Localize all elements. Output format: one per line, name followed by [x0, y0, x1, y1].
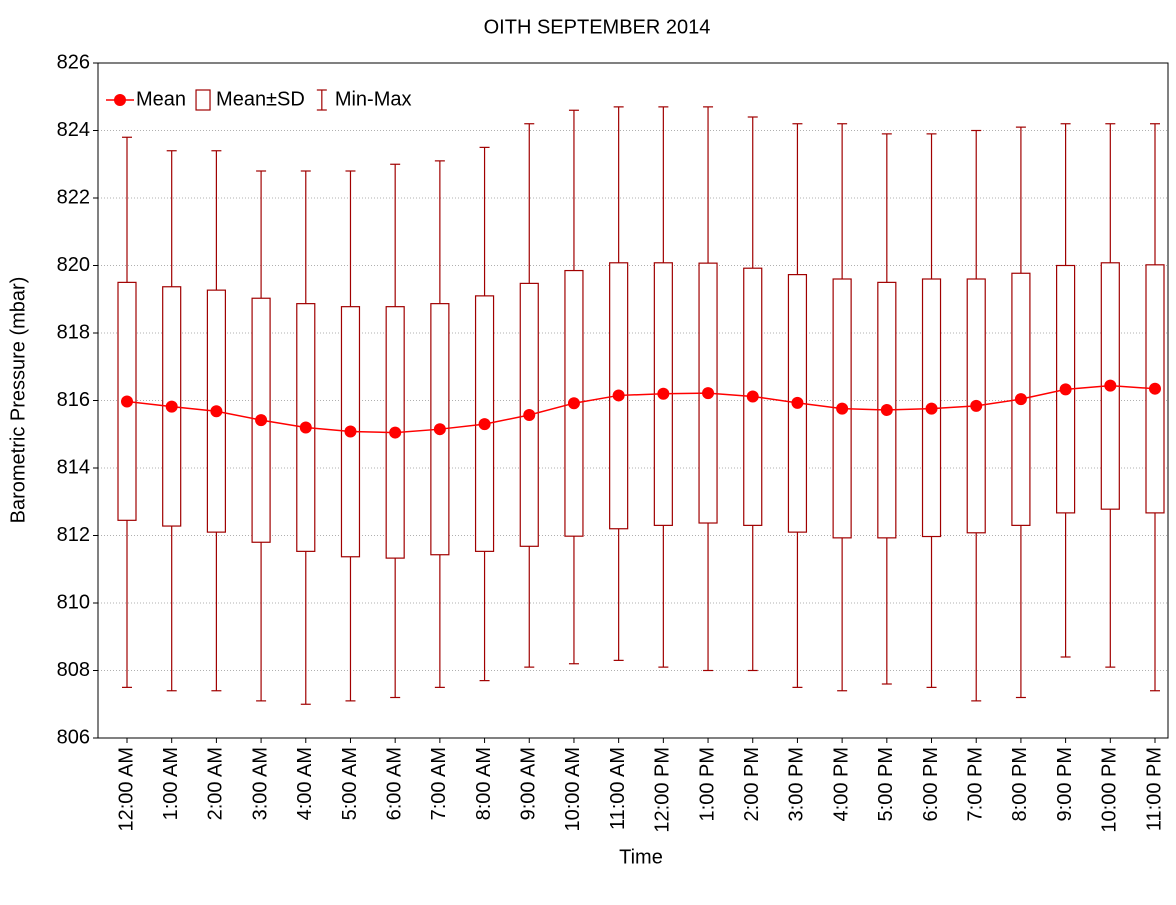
x-tick-label: 2:00 PM: [741, 747, 763, 821]
mean-point: [1014, 393, 1027, 406]
y-tick-label: 810: [57, 591, 90, 613]
y-tick-label: 818: [57, 321, 90, 343]
plot-frame: [97, 62, 1169, 739]
x-tick-label: 4:00 AM: [294, 747, 316, 820]
x-tick-label: 5:00 AM: [339, 747, 361, 820]
mean-point: [299, 421, 312, 434]
x-tick-label: 8:00 PM: [1009, 747, 1031, 821]
x-tick-label: 7:00 PM: [964, 747, 986, 821]
x-tick-label: 8:00 AM: [473, 747, 495, 820]
mean-point: [702, 387, 715, 400]
x-tick-label: 9:00 AM: [518, 747, 540, 820]
mean-point: [165, 400, 178, 413]
mean-line: [126, 384, 1156, 434]
mean-point: [433, 423, 446, 436]
x-tick-label: 12:00 PM: [652, 747, 674, 833]
mean-point: [255, 414, 268, 427]
x-tick-label: 10:00 PM: [1099, 747, 1121, 833]
x-tick-label: 9:00 PM: [1054, 747, 1076, 821]
x-tick-label: 7:00 AM: [428, 747, 450, 820]
legend-mean-marker: [114, 94, 126, 106]
mean-point: [523, 409, 536, 422]
x-tick-label: 4:00 PM: [830, 747, 852, 821]
legend-box: [195, 89, 211, 111]
legend-label: Min-Max: [335, 88, 412, 110]
x-tick-label: 12:00 AM: [115, 747, 137, 832]
y-tick-label: 820: [57, 254, 90, 276]
y-tick-label: 826: [57, 51, 90, 73]
x-tick-label: 3:00 AM: [249, 747, 271, 820]
x-tick-label: 11:00 AM: [607, 747, 629, 830]
mean-point: [970, 399, 983, 412]
y-tick-label: 816: [57, 389, 90, 411]
mean-point: [925, 402, 938, 415]
y-tick-label: 806: [57, 726, 90, 748]
mean-point: [657, 387, 670, 400]
x-tick-label: 6:00 AM: [383, 747, 405, 820]
mean-point: [791, 396, 804, 409]
x-tick-label: 6:00 PM: [920, 747, 942, 821]
legend-label: Mean: [136, 88, 186, 110]
y-axis-label: Barometric Pressure (mbar): [7, 277, 29, 524]
mean-point: [478, 418, 491, 431]
mean-point: [1104, 379, 1117, 392]
legend-label: Mean±SD: [216, 88, 305, 110]
x-tick-label: 1:00 AM: [160, 747, 182, 820]
mean-point: [210, 405, 223, 418]
y-tick-label: 822: [57, 186, 90, 208]
y-tick-label: 812: [57, 524, 90, 546]
mean-point: [746, 390, 759, 403]
x-tick-label: 11:00 PM: [1143, 747, 1165, 831]
x-tick-label: 10:00 AM: [562, 747, 584, 832]
x-tick-label: 2:00 AM: [205, 747, 227, 820]
y-tick-label: 824: [57, 119, 90, 141]
x-tick-label: 3:00 PM: [786, 747, 808, 821]
mean-point: [1059, 383, 1072, 396]
mean-point: [880, 403, 893, 416]
mean-point: [612, 389, 625, 402]
y-tick-label: 808: [57, 659, 90, 681]
mean-point: [836, 402, 849, 415]
mean-point: [344, 425, 357, 438]
mean-point: [121, 395, 133, 408]
chart-title: OITH SEPTEMBER 2014: [484, 16, 711, 38]
mean-point: [567, 397, 580, 410]
x-tick-label: 5:00 PM: [875, 747, 897, 821]
mean-point: [1149, 382, 1161, 395]
x-tick-label: 1:00 PM: [696, 747, 718, 821]
mean-point: [389, 426, 402, 439]
x-axis-label: Time: [619, 846, 663, 868]
y-tick-label: 814: [57, 456, 90, 478]
